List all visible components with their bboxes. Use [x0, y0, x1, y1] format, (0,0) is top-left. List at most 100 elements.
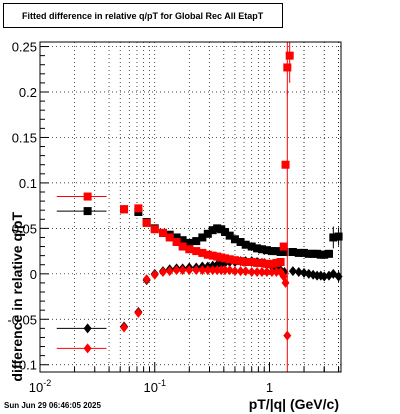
data-point — [134, 204, 143, 213]
data-point — [83, 323, 92, 334]
data-point — [236, 266, 245, 277]
data-point — [283, 330, 292, 341]
data-point — [221, 265, 230, 276]
data-point — [165, 266, 174, 277]
data-point — [272, 267, 281, 277]
data-point — [192, 237, 201, 246]
data-point — [320, 250, 329, 259]
data-point — [192, 265, 201, 276]
data-point — [178, 236, 187, 245]
y-tick-label: 0 — [30, 267, 37, 282]
data-point — [158, 267, 167, 277]
data-point — [324, 249, 333, 258]
series-1 — [56, 256, 343, 334]
data-point — [134, 307, 143, 318]
y-axis-label: difference in relative q/pT — [9, 212, 25, 382]
data-point — [267, 267, 276, 277]
chart-title: Fitted difference in relative q/pT for G… — [3, 3, 283, 28]
data-point — [83, 207, 92, 216]
data-point — [283, 63, 292, 72]
data-point — [267, 247, 276, 256]
data-point — [236, 257, 245, 266]
data-point — [329, 233, 338, 242]
data-point — [203, 229, 212, 238]
data-point — [276, 258, 285, 266]
data-point — [257, 267, 266, 277]
data-point — [279, 242, 288, 251]
data-point — [120, 205, 129, 214]
data-point — [262, 267, 271, 277]
series-2 — [56, 42, 294, 268]
y-tick-label: 0.1 — [19, 176, 37, 191]
data-point — [150, 269, 159, 280]
y-tick-label: -0.05 — [7, 312, 37, 327]
series-0 — [56, 205, 343, 259]
axes: 10-2 10-1 1 -0.1 -0.05 0 0.05 0.1 0.15 0.2 0.25 — [7, 40, 342, 395]
data-point — [198, 248, 207, 257]
data-point — [262, 246, 271, 255]
data-point — [213, 224, 222, 233]
y-tick-label: -0.1 — [15, 358, 37, 373]
data-point — [172, 233, 181, 242]
data-point — [253, 258, 262, 267]
data-point — [150, 225, 159, 234]
x-tick-label: 10-1 — [144, 378, 166, 395]
data-point — [221, 228, 230, 236]
y-tick-label: 0.15 — [12, 130, 37, 145]
data-point — [281, 160, 290, 169]
data-point — [192, 247, 201, 256]
x-tick-label: 1 — [266, 380, 273, 395]
data-point — [241, 258, 250, 266]
data-point — [247, 242, 256, 251]
data-point — [230, 266, 239, 277]
data-point — [83, 343, 92, 354]
data-point — [253, 267, 262, 277]
data-point — [257, 245, 266, 254]
data-point — [213, 265, 222, 276]
data-point — [300, 267, 309, 278]
data-point — [185, 265, 194, 276]
data-point — [165, 233, 174, 242]
data-point — [320, 271, 329, 282]
plot-frame — [39, 41, 342, 373]
data-point — [208, 265, 217, 276]
data-point — [142, 218, 151, 227]
data-point — [267, 259, 276, 268]
data-point — [208, 226, 217, 235]
y-tick-label: 0.2 — [19, 85, 37, 100]
data-point — [198, 265, 207, 276]
timestamp: Sun Jun 29 06:46:05 2025 — [4, 401, 101, 410]
data-point — [288, 248, 297, 256]
data-point — [178, 242, 187, 251]
x-axis-label: pT/|q| (GeV/c) — [249, 396, 339, 412]
data-point — [334, 232, 343, 241]
data-point — [178, 265, 187, 276]
data-point — [225, 265, 234, 276]
data-point — [230, 256, 239, 265]
data-point — [142, 274, 151, 285]
data-points — [56, 42, 343, 372]
data-point — [294, 267, 303, 277]
data-point — [285, 51, 294, 60]
data-point — [288, 266, 297, 277]
chart-title-text: Fitted difference in relative q/pT for G… — [22, 10, 264, 21]
data-point — [236, 238, 245, 246]
data-point — [241, 266, 250, 277]
data-point — [203, 265, 212, 276]
x-tick-label: 10-2 — [29, 378, 51, 395]
data-point — [225, 231, 234, 240]
grid — [39, 42, 341, 372]
data-point — [172, 265, 181, 276]
data-point — [203, 250, 212, 259]
data-point — [262, 259, 271, 268]
data-point — [230, 235, 239, 244]
data-point — [120, 322, 129, 333]
data-point — [294, 248, 303, 257]
data-point — [221, 254, 230, 263]
data-point — [185, 238, 194, 247]
data-point — [225, 255, 234, 264]
data-point — [253, 244, 262, 253]
data-point — [158, 228, 167, 237]
data-point — [280, 248, 289, 256]
